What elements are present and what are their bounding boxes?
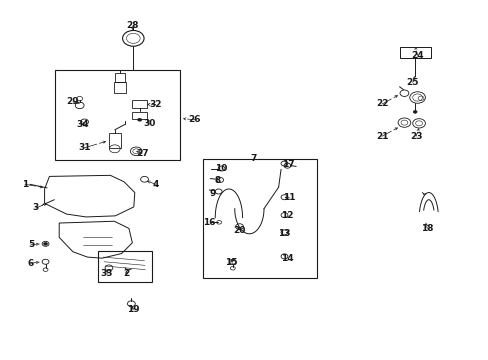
Text: 27: 27 — [136, 149, 148, 158]
Text: 32: 32 — [149, 100, 162, 109]
Text: 21: 21 — [375, 132, 387, 141]
Text: 23: 23 — [409, 132, 422, 141]
Text: 11: 11 — [283, 193, 295, 202]
Text: 5: 5 — [28, 240, 34, 249]
Bar — [114, 82, 126, 93]
Text: 18: 18 — [420, 224, 433, 233]
Circle shape — [412, 111, 416, 113]
Circle shape — [43, 242, 47, 245]
Text: 28: 28 — [126, 21, 138, 30]
Text: 1: 1 — [22, 180, 28, 189]
Text: 22: 22 — [375, 99, 387, 108]
Text: 33: 33 — [101, 269, 113, 278]
Circle shape — [138, 118, 142, 121]
Text: 34: 34 — [76, 120, 89, 129]
Text: 2: 2 — [123, 269, 129, 278]
Text: 30: 30 — [143, 119, 155, 128]
Text: 14: 14 — [281, 254, 293, 263]
Text: 7: 7 — [249, 154, 256, 163]
Text: 15: 15 — [224, 258, 237, 267]
Bar — [98, 251, 152, 282]
Bar — [55, 69, 180, 160]
Text: 20: 20 — [233, 226, 245, 235]
Bar — [399, 46, 430, 58]
Text: 25: 25 — [406, 78, 418, 87]
Text: 19: 19 — [127, 305, 140, 314]
Text: 17: 17 — [282, 161, 294, 170]
Text: 9: 9 — [209, 189, 216, 198]
Bar — [132, 100, 147, 108]
Text: 12: 12 — [281, 211, 293, 220]
Text: 4: 4 — [152, 180, 159, 189]
Text: 10: 10 — [214, 164, 227, 173]
Bar — [115, 73, 125, 82]
Text: 24: 24 — [410, 51, 423, 60]
Bar — [203, 159, 316, 278]
Text: 13: 13 — [278, 229, 290, 238]
Text: 31: 31 — [78, 143, 91, 152]
Text: 8: 8 — [214, 176, 221, 185]
Text: 6: 6 — [28, 259, 34, 268]
Text: 29: 29 — [66, 97, 79, 106]
Text: 26: 26 — [188, 115, 201, 124]
Text: 16: 16 — [203, 218, 215, 227]
Text: 3: 3 — [33, 203, 39, 212]
Bar — [109, 134, 121, 148]
Bar — [132, 112, 147, 119]
